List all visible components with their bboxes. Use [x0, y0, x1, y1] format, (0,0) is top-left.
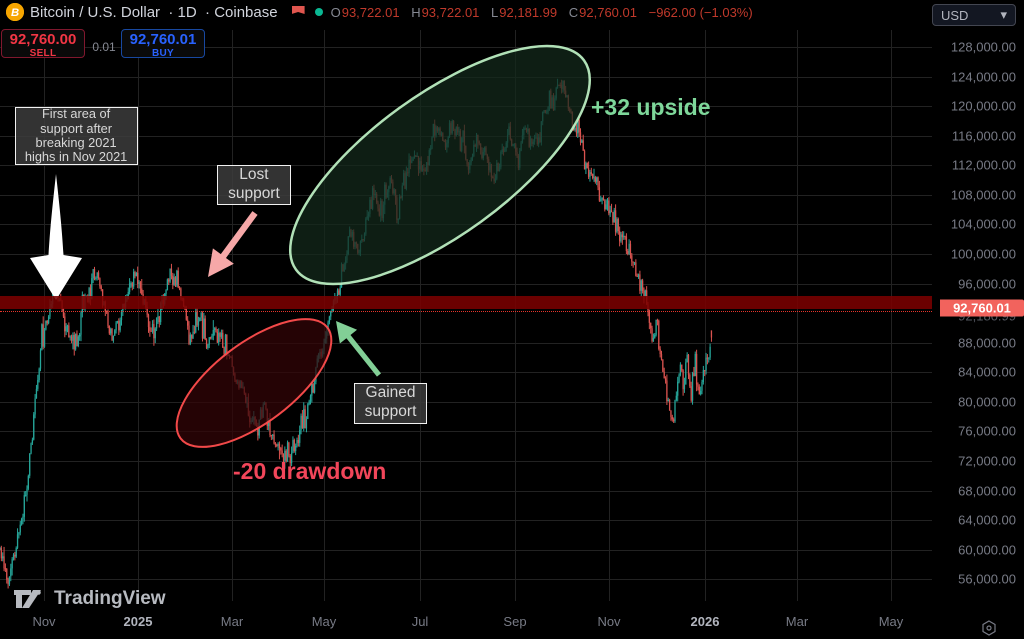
svg-text:B: B: [11, 7, 19, 19]
